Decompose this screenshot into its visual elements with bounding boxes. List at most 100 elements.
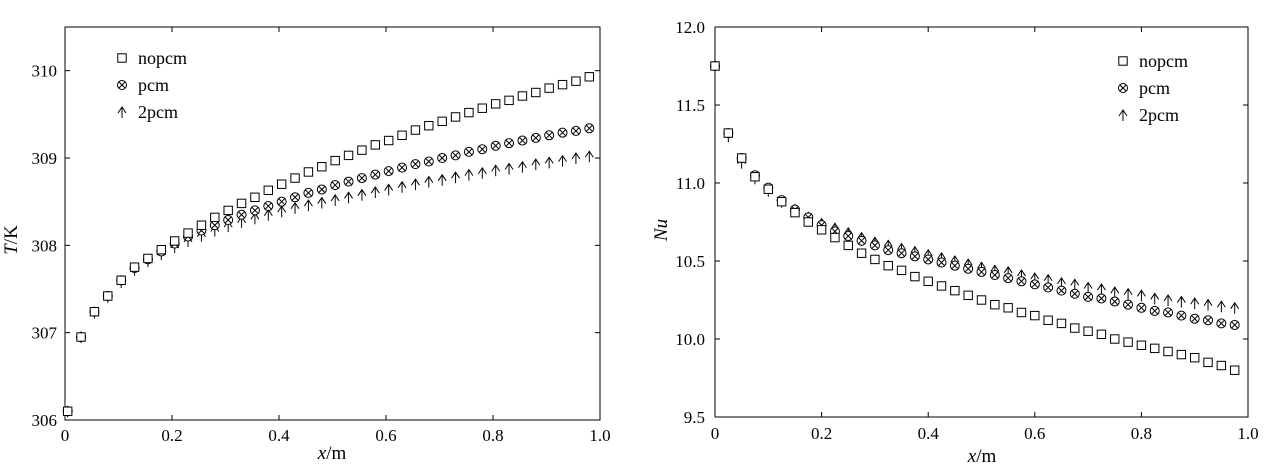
point-nopcm — [290, 173, 300, 183]
point-nopcm — [62, 406, 73, 416]
x-tick-label: 0.4 — [918, 424, 940, 443]
point-2pcm — [1110, 286, 1120, 299]
x-tick-labels: 0 0.2 0.4 0.6 0.8 1.0 — [61, 426, 611, 445]
point-nopcm — [504, 95, 514, 106]
y-tick-label: 12.0 — [675, 18, 705, 37]
point-nopcm — [196, 220, 207, 230]
point-nopcm — [183, 228, 193, 238]
point-pcm — [1096, 293, 1107, 304]
point-pcm — [450, 150, 461, 161]
series-nopcm — [62, 72, 594, 416]
nusselt-chart: 0 0.2 0.4 0.6 0.8 1.0 9.5 10.0 10.5 11.0 11.5 12.0… — [651, 18, 1259, 467]
point-pcm — [1149, 305, 1160, 316]
point-2pcm — [330, 194, 340, 206]
legend-marker-2pcm — [117, 106, 127, 118]
point-nopcm — [790, 207, 800, 218]
point-2pcm — [558, 154, 567, 167]
y-tick-labels: 9.5 10.0 10.5 11.0 11.5 12.0 — [675, 18, 705, 427]
data-points — [710, 60, 1240, 375]
point-nopcm — [950, 285, 960, 296]
x-axis-label: x/m — [967, 446, 997, 467]
point-2pcm — [370, 186, 380, 199]
point-pcm — [584, 123, 595, 134]
point-nopcm — [776, 197, 787, 207]
point-nopcm — [410, 125, 421, 135]
series-pcm — [62, 123, 595, 417]
legend-marker-nopcm — [1118, 56, 1128, 66]
point-nopcm — [1123, 337, 1133, 347]
point-2pcm — [1136, 289, 1146, 302]
point-pcm — [236, 209, 247, 220]
point-2pcm — [451, 171, 460, 184]
point-nopcm — [116, 275, 126, 285]
legend-item-2pcm: 2pcm — [1118, 105, 1179, 125]
point-nopcm — [1150, 343, 1160, 354]
point-2pcm — [504, 162, 514, 175]
series-pcm — [710, 61, 1240, 330]
legend-marker-2pcm — [1118, 109, 1128, 121]
point-2pcm — [277, 205, 287, 218]
point-nopcm — [330, 155, 340, 166]
point-pcm — [1043, 282, 1054, 293]
tick-marks — [714, 26, 1249, 418]
point-2pcm — [1163, 294, 1173, 306]
point-nopcm — [1163, 346, 1173, 357]
point-nopcm — [1016, 307, 1027, 318]
point-nopcm — [317, 162, 327, 172]
point-nopcm — [1110, 334, 1120, 344]
point-pcm — [1123, 299, 1134, 310]
legend-item-2pcm: 2pcm — [117, 102, 178, 122]
point-nopcm — [571, 76, 581, 86]
point-pcm — [1136, 302, 1147, 313]
point-pcm — [423, 156, 434, 167]
point-pcm — [544, 130, 555, 141]
point-2pcm — [263, 208, 273, 221]
point-pcm — [490, 140, 501, 151]
point-pcm — [530, 132, 541, 143]
point-nopcm — [1083, 326, 1093, 336]
y-tick-label: 308 — [32, 236, 58, 255]
legend-label: nopcm — [1139, 51, 1188, 71]
point-pcm — [316, 184, 327, 195]
point-2pcm — [1123, 287, 1133, 300]
point-nopcm — [1136, 340, 1147, 350]
point-2pcm — [1083, 281, 1093, 294]
point-pcm — [1216, 318, 1227, 329]
point-2pcm — [1203, 298, 1213, 311]
legend-label: pcm — [138, 75, 169, 95]
point-nopcm — [169, 236, 180, 246]
point-pcm — [1056, 285, 1067, 296]
point-pcm — [249, 205, 260, 216]
y-tick-label: 10.0 — [675, 330, 705, 349]
point-nopcm — [830, 232, 840, 243]
point-pcm — [1229, 319, 1240, 330]
x-tick-label: 0.6 — [375, 426, 396, 445]
point-2pcm — [384, 183, 394, 196]
point-pcm — [356, 173, 367, 184]
point-nopcm — [143, 253, 153, 264]
point-nopcm — [910, 271, 920, 282]
point-pcm — [883, 245, 894, 256]
point-nopcm — [156, 245, 167, 255]
point-nopcm — [1176, 349, 1187, 360]
point-pcm — [1083, 291, 1094, 302]
legend-marker-nopcm — [117, 53, 127, 63]
point-pcm — [504, 138, 515, 149]
point-nopcm — [1216, 360, 1227, 371]
plot-frame — [64, 26, 601, 421]
point-nopcm — [963, 290, 973, 301]
point-pcm — [330, 180, 341, 191]
y-tick-label: 306 — [32, 411, 58, 430]
point-nopcm — [750, 172, 760, 182]
x-tick-label: 1.0 — [1237, 424, 1258, 443]
y-axis-label: Nu — [651, 219, 672, 242]
point-pcm — [303, 187, 314, 198]
point-nopcm — [103, 291, 113, 301]
point-pcm — [936, 257, 947, 268]
point-2pcm — [397, 180, 407, 193]
point-nopcm — [490, 99, 501, 109]
point-pcm — [1203, 315, 1214, 326]
point-2pcm — [491, 164, 501, 177]
x-axis-label: x/m — [317, 443, 347, 464]
